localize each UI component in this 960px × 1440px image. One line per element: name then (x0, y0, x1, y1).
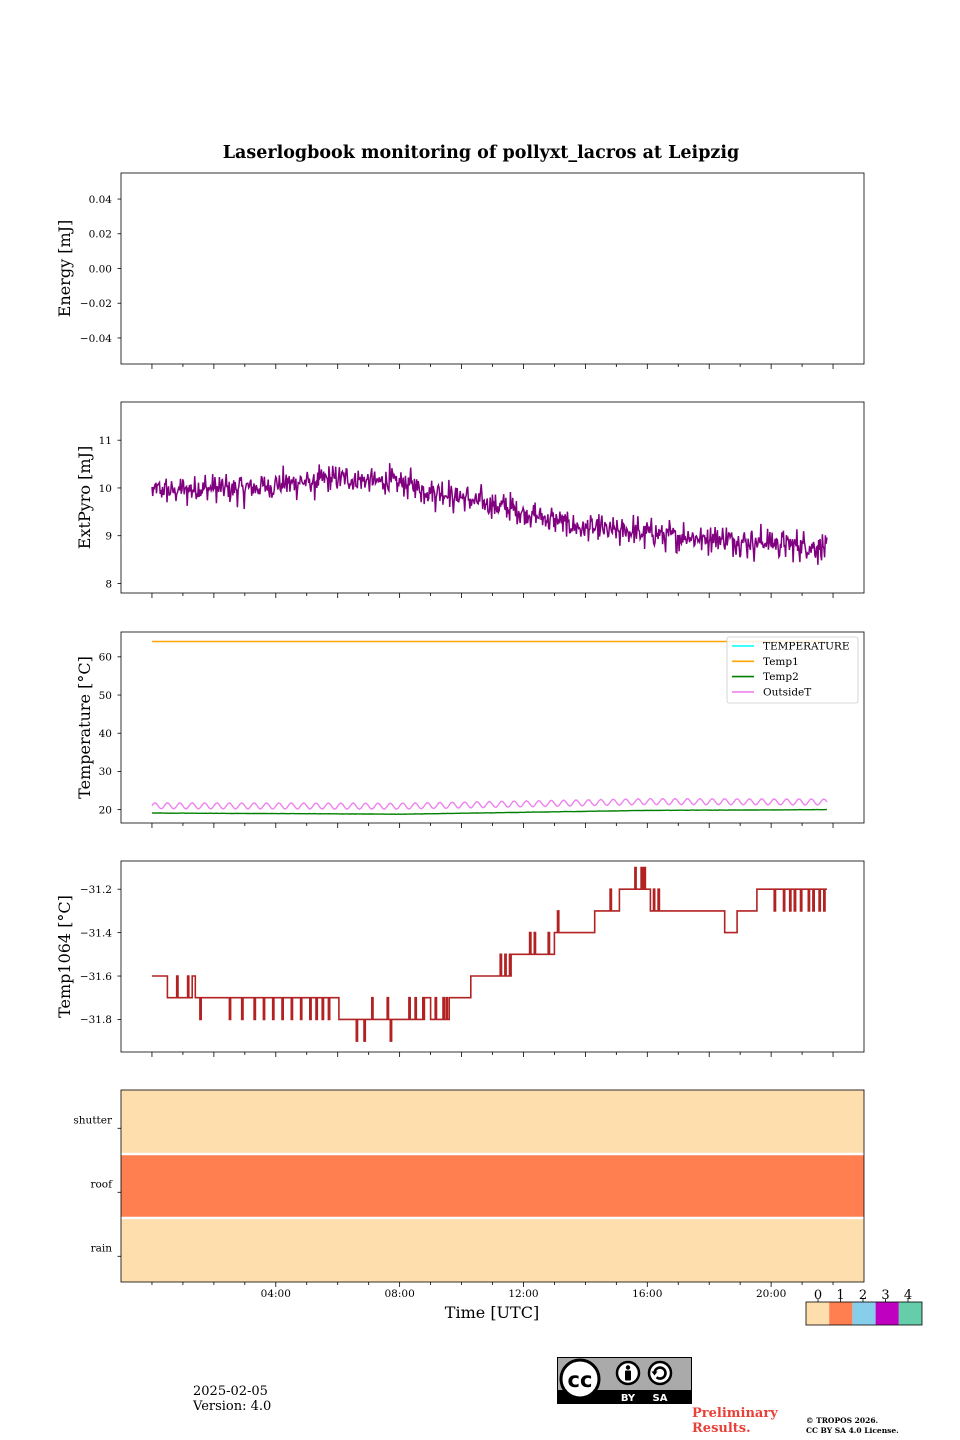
y-tick-label: −0.04 (80, 333, 112, 345)
series-line-temp1064 (152, 866, 827, 1042)
legend-label-temperature: TEMPERATURE (763, 641, 850, 653)
y-tick-label: 8 (105, 578, 112, 590)
series-group (151, 463, 828, 565)
x-tick-label: 16:00 (632, 1288, 662, 1300)
colorbar-tick-label: 3 (881, 1288, 889, 1303)
x-tick-label: 04:00 (261, 1288, 291, 1300)
y-tick-label: −31.2 (80, 884, 112, 896)
colorbar-tick-label: 4 (904, 1288, 912, 1303)
cc-by-sa-license-badge: cc BY SA (557, 1357, 692, 1408)
x-axis-label: Time [UTC] (445, 1303, 539, 1322)
status-row-rain (121, 1218, 864, 1282)
legend-label-outsidet: OutsideT (763, 687, 811, 699)
date-version-block: 2025-02-05 Version: 4.0 (193, 1384, 271, 1414)
license-by-text: BY (621, 1393, 636, 1404)
colorbar-swatch-0 (806, 1302, 830, 1325)
creative-commons-icon (559, 1358, 601, 1400)
colorbar-tick-label: 1 (836, 1288, 844, 1303)
status-label-rain: rain (91, 1242, 113, 1254)
legend-box (726, 636, 859, 704)
y-tick-label: 0.00 (89, 263, 112, 275)
x-tick-label: 12:00 (508, 1288, 538, 1300)
panel-temperature: 20 30 40 50 60 Temperature [°C] TEMPERATURE Tem… (75, 631, 865, 828)
y-tick-label: 30 (99, 766, 112, 778)
status-row-roof (121, 1154, 864, 1218)
y-tick-label: 0.04 (89, 194, 113, 206)
y-tick-label: 10 (99, 483, 112, 495)
y-axis-label: Temperature [°C] (75, 656, 94, 799)
license-sa-text: SA (653, 1393, 668, 1404)
date-text: 2025-02-05 (193, 1384, 268, 1399)
y-tick-label: 11 (99, 435, 112, 447)
y-tick-label: 0.02 (89, 229, 112, 241)
panel-extpyro: 8 9 10 11 ExtPyro [mJ] (75, 401, 865, 598)
share-alike-icon (647, 1360, 673, 1386)
legend: TEMPERATURE Temp1 Temp2 OutsideT (726, 636, 859, 704)
axes-background (121, 861, 864, 1052)
y-tick-label: −0.02 (80, 298, 112, 310)
x-tick-label: 20:00 (756, 1288, 786, 1300)
series-line-temp2 (151, 808, 827, 816)
status-row-shutter (121, 1090, 864, 1154)
license-cc-text: cc (568, 1368, 593, 1392)
panel-energy: 0.04 0.02 0.00 −0.02 −0.04 Energy [mJ] (55, 172, 865, 369)
chart-title: Laserlogbook monitoring of pollyxt_lacro… (223, 143, 740, 163)
y-tick-label: 50 (99, 690, 112, 702)
version-text: Version: 4.0 (193, 1399, 272, 1414)
y-axis-label: Energy [mJ] (55, 220, 74, 318)
copyright-line-1: © TROPOS 2026. (806, 1416, 879, 1425)
copyright-line-2: CC BY SA 4.0 License. (806, 1426, 899, 1435)
panel-temp1064: −31.2 −31.4 −31.6 −31.8 Temp1064 [°C] (55, 860, 865, 1057)
y-tick-label: −31.6 (80, 971, 112, 983)
series-line-outsidet (151, 797, 828, 811)
preliminary-results-note: Preliminary Results. (692, 1406, 778, 1436)
colorbar-tick-label: 2 (859, 1288, 867, 1303)
y-tick-label: −31.4 (80, 927, 112, 939)
copyright-note: © TROPOS 2026. CC BY SA 4.0 License. (806, 1416, 899, 1436)
y-tick-label: 60 (99, 652, 112, 664)
colorbar-swatch-1 (829, 1302, 853, 1325)
preliminary-line-1: Preliminary (692, 1406, 778, 1421)
y-tick-label: −31.8 (80, 1014, 112, 1026)
series-group (152, 866, 827, 1042)
y-tick-label: 20 (99, 804, 112, 816)
x-tick-label: 08:00 (384, 1288, 414, 1300)
legend-label-temp1: Temp1 (763, 656, 799, 668)
axes-background (121, 173, 864, 364)
colorbar-tick-label: 0 (814, 1288, 822, 1303)
colorbar-swatch-3 (875, 1302, 899, 1325)
series-line-extpyro (151, 463, 828, 565)
y-axis-label: Temp1064 [°C] (55, 895, 74, 1018)
legend-label-temp2: Temp2 (763, 671, 799, 683)
y-tick-label: 40 (99, 728, 112, 740)
y-tick-label: 9 (105, 531, 112, 543)
colorbar-frame (805, 1301, 923, 1326)
panels: 0.04 0.02 0.00 −0.02 −0.04 Energy [mJ] 8 9 10 11 E… (55, 172, 865, 1300)
series-group (151, 640, 828, 816)
colorbar-swatch-4 (898, 1302, 922, 1325)
y-axis-label: ExtPyro [mJ] (75, 446, 94, 549)
status-label-shutter: shutter (73, 1114, 113, 1126)
colorbar-swatch-2 (852, 1302, 876, 1325)
preliminary-line-2: Results. (692, 1421, 751, 1436)
status-label-roof: roof (90, 1178, 113, 1190)
panel-status: shutter roof rain 04:00 08:00 12:00 16:00 20:00 (73, 1089, 865, 1300)
